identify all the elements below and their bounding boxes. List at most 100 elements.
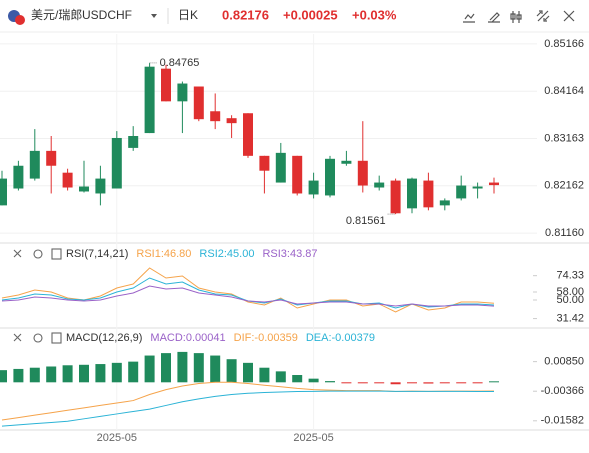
legend-entry: DIF:-0.00359 (234, 332, 298, 344)
histogram-bar (423, 382, 434, 384)
dropdown-icon[interactable] (151, 14, 157, 18)
symbol[interactable]: USDCHF (82, 8, 132, 22)
histogram-bar (357, 382, 368, 384)
candle-body (341, 160, 352, 164)
legend-entry: RSI2:45.00 (199, 248, 254, 260)
x-tick-label: 2025-05 (97, 432, 137, 444)
histogram-bar (62, 365, 73, 383)
candle-body (210, 111, 221, 122)
histogram-bar (95, 364, 106, 383)
candle-body (13, 165, 24, 189)
candle-body (193, 86, 204, 120)
histogram-bar (128, 361, 139, 383)
candle-body (325, 158, 335, 196)
histogram-bar (439, 382, 450, 384)
candle-body (0, 178, 7, 206)
y-tick-label: 0.83163 (544, 132, 584, 144)
histogram-bar (0, 370, 7, 383)
change: +0.00025 (283, 7, 338, 22)
indicator-button[interactable] (463, 13, 475, 23)
candle-body (456, 185, 467, 199)
symbol-name: 美元/瑞郎 (31, 8, 82, 22)
x-tick-label: 2025-05 (293, 432, 333, 444)
histogram-bar (193, 353, 204, 383)
candle-body (259, 155, 270, 171)
legend-entry: DEA:-0.00379 (306, 332, 375, 344)
histogram-bar (456, 382, 467, 384)
y-tick-label: 0.84164 (544, 85, 584, 97)
candle-body (357, 160, 368, 186)
candle-body (390, 180, 401, 214)
candle-body (423, 180, 434, 208)
histogram-bar (374, 382, 385, 384)
change-pct: +0.03% (352, 7, 397, 22)
draw-button[interactable] (488, 12, 500, 23)
indicator-title: RSI(7,14,21) (66, 248, 128, 260)
candle-body (79, 186, 89, 192)
indicator-line (1, 390, 495, 427)
candle-body (226, 118, 237, 124)
y-tick-label: -0.00366 (541, 385, 584, 397)
histogram-bar (29, 367, 40, 383)
histogram-bar (259, 367, 270, 383)
histogram-bar (144, 355, 155, 383)
y-tick-label: -0.01582 (541, 415, 584, 427)
candle-body (374, 182, 385, 188)
histogram-bar (407, 382, 417, 384)
close-button[interactable] (563, 10, 575, 22)
remove-indicator[interactable] (13, 333, 22, 342)
y-tick-label: 0.82162 (544, 180, 584, 192)
candle-body (292, 155, 303, 194)
candle-body (472, 186, 483, 189)
y-tick-label: 0.81160 (545, 227, 584, 239)
candle-body (111, 137, 122, 189)
histogram-bar (341, 382, 352, 384)
histogram-bar (226, 359, 237, 383)
y-tick-label: 58.00 (556, 286, 584, 298)
header: 美元/瑞郎 USDCHF 日K 0.82176 +0.00025 +0.03% (8, 7, 575, 25)
settings-icon[interactable] (33, 249, 43, 259)
indicator-title: MACD(12,26,9) (66, 332, 142, 344)
min-label: 0.81561 (346, 215, 386, 227)
candle-body (144, 66, 155, 134)
y-tick-label: 31.42 (556, 312, 584, 324)
indicator-line (1, 277, 495, 309)
candle-body (308, 180, 319, 195)
y-tick-label: 74.33 (556, 270, 584, 282)
legend-entry: RSI3:43.87 (262, 248, 317, 260)
legend-entry: MACD:0.00041 (150, 332, 225, 344)
candle-body (161, 68, 171, 102)
histogram-bar (243, 362, 253, 383)
histogram-bar (390, 382, 401, 385)
histogram-bar (275, 371, 286, 383)
histogram-bar (308, 378, 319, 383)
candle-type-button[interactable] (510, 11, 522, 23)
candle-body (62, 172, 73, 188)
y-tick-label: 0.00850 (544, 356, 584, 368)
histogram-bar (177, 351, 188, 383)
histogram-bar (292, 375, 303, 383)
max-label: 0.84765 (160, 57, 200, 69)
candle-body (95, 178, 106, 194)
indicator-line (1, 285, 495, 307)
candle-body (243, 113, 253, 156)
candle-body (407, 178, 417, 209)
histogram-bar (13, 368, 24, 383)
histogram-bar (489, 381, 499, 383)
y-tick-label: 50.00 (556, 294, 584, 306)
candle-body (275, 152, 286, 183)
histogram-bar (111, 362, 122, 383)
indicator-icon (51, 248, 62, 260)
remove-indicator[interactable] (13, 249, 22, 258)
period[interactable]: 日K (178, 8, 198, 22)
histogram-bar (210, 355, 221, 383)
settings-icon[interactable] (33, 333, 43, 343)
fullscreen-button[interactable] (536, 10, 550, 22)
price: 0.82176 (222, 7, 269, 22)
histogram-bar (46, 366, 57, 383)
histogram-bar (472, 382, 483, 384)
candle-body (29, 150, 40, 179)
histogram-bar (325, 381, 335, 383)
candle-body (128, 135, 139, 148)
